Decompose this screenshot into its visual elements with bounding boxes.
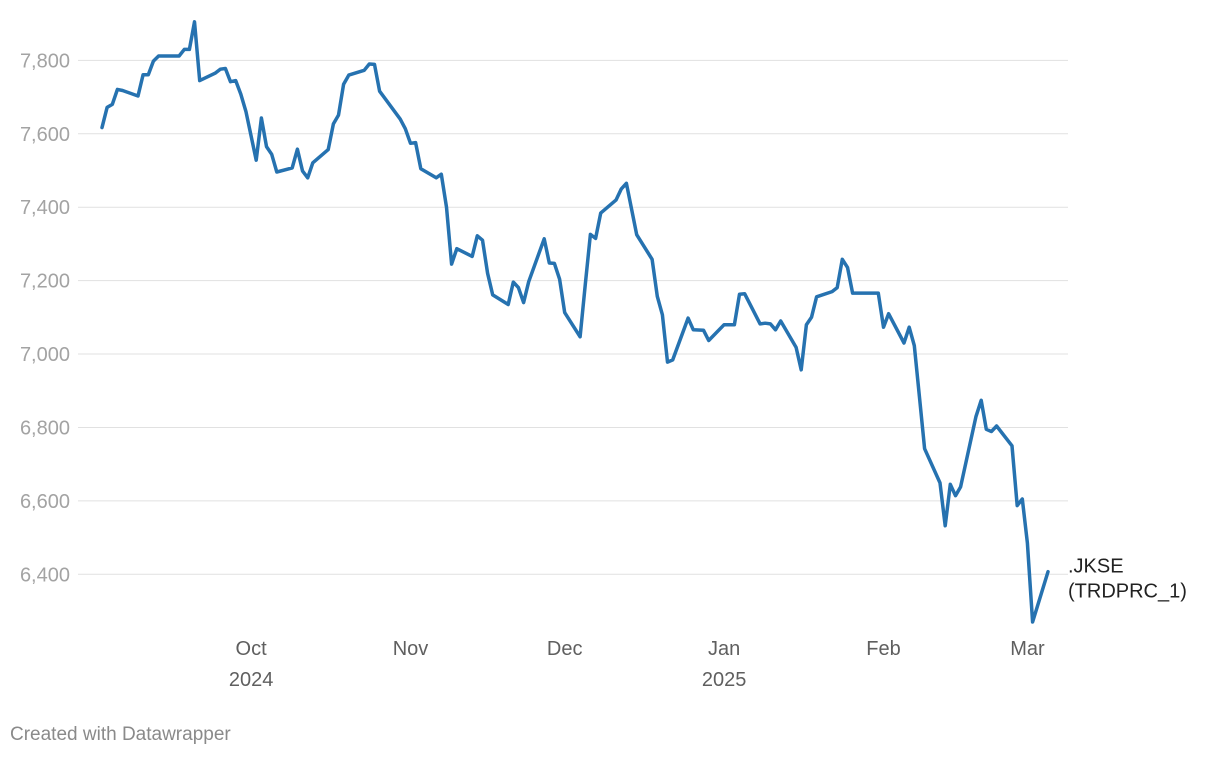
x-tick-label-dec: Dec <box>547 638 583 660</box>
x-tick-label-feb: Feb <box>866 638 900 660</box>
y-tick-label-7800: 7,800 <box>20 50 70 72</box>
y-tick-label-7000: 7,000 <box>20 344 70 366</box>
series-label-line-2: (TRDPRC_1) <box>1068 581 1187 603</box>
y-tick-label-6400: 6,400 <box>20 564 70 586</box>
series-line-0 <box>100 20 1050 624</box>
series-labels: .JKSE (TRDPRC_1) <box>1068 556 1187 603</box>
series-label-line-1: .JKSE <box>1068 556 1124 578</box>
x-tick-label-mar: Mar <box>1010 638 1045 660</box>
x-axis-ticks: Oct 2024 Nov Dec Jan 2025 Feb Mar <box>229 638 1045 691</box>
footer-credit: Created with Datawrapper <box>10 724 231 745</box>
x-tick-label-oct: Oct <box>236 638 268 660</box>
y-axis-ticks: 6,400 6,600 6,800 7,000 7,200 7,400 7,600 7,800 <box>20 50 70 586</box>
y-tick-label-7400: 7,400 <box>20 197 70 219</box>
x-tick-label-nov: Nov <box>393 638 429 660</box>
x-tick-label-jan: Jan <box>708 638 740 660</box>
y-tick-label-7600: 7,600 <box>20 124 70 146</box>
chart-svg: 6,400 6,600 6,800 7,000 7,200 7,400 7,600 7,800… <box>20 20 1187 691</box>
grid-lines <box>78 59 1068 575</box>
y-tick-label-6800: 6,800 <box>20 417 70 439</box>
y-tick-label-7200: 7,200 <box>20 271 70 293</box>
line-chart: 6,400 6,600 6,800 7,000 7,200 7,400 7,600 7,800… <box>20 20 1187 691</box>
series-lines <box>100 20 1050 624</box>
x-tick-year-2025: 2025 <box>702 669 747 691</box>
y-tick-label-6600: 6,600 <box>20 491 70 513</box>
x-tick-year-2024: 2024 <box>229 669 274 691</box>
